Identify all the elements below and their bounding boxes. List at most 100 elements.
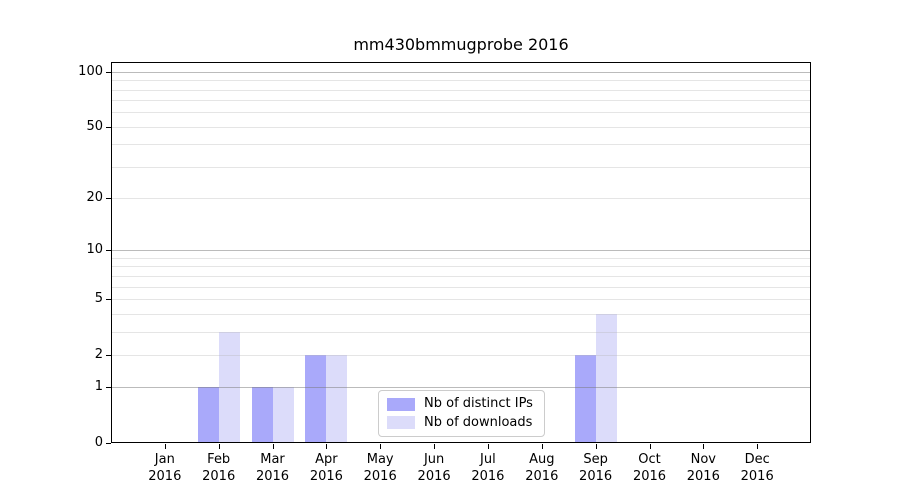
bar-apr-series1 bbox=[326, 354, 348, 443]
month-label: Jun bbox=[423, 452, 445, 467]
year-label: 2016 bbox=[309, 469, 343, 484]
bar-apr-series0 bbox=[305, 354, 327, 443]
major-gridline-10 bbox=[112, 250, 810, 252]
minor-gridline-4 bbox=[112, 313, 810, 315]
legend-label-0: Nb of distinct IPs bbox=[424, 396, 533, 412]
y-tick-label: 100 bbox=[78, 63, 103, 79]
year-label: 2016 bbox=[579, 469, 613, 484]
bar-mar-series1 bbox=[272, 387, 294, 443]
year-label: 2016 bbox=[686, 469, 720, 484]
minor-gridline-6 bbox=[112, 286, 810, 288]
x-tick-label-jun: Jun 2016 bbox=[402, 451, 466, 485]
y-tick-label: 10 bbox=[86, 242, 103, 258]
month-label: May bbox=[366, 452, 394, 467]
y-tick-label: 20 bbox=[86, 190, 103, 206]
legend-swatch-1 bbox=[387, 416, 415, 430]
legend: Nb of distinct IPs Nb of downloads bbox=[378, 390, 545, 437]
x-tick-mark-jul bbox=[487, 444, 489, 449]
x-tick-label-oct: Oct 2016 bbox=[618, 451, 682, 485]
minor-gridline-50 bbox=[112, 126, 810, 128]
year-label: 2016 bbox=[632, 469, 667, 484]
month-label: Jan bbox=[154, 452, 175, 467]
y-tick-mark-100 bbox=[106, 71, 111, 73]
x-tick-mark-nov bbox=[703, 444, 705, 449]
minor-gridline-5 bbox=[112, 298, 810, 300]
x-tick-mark-dec bbox=[757, 444, 759, 449]
year-label: 2016 bbox=[363, 469, 397, 484]
bar-feb-series0 bbox=[197, 387, 219, 443]
x-tick-mark-may bbox=[380, 444, 382, 449]
x-tick-label-dec: Dec 2016 bbox=[725, 451, 789, 485]
x-tick-label-jan: Jan 2016 bbox=[133, 451, 197, 485]
x-tick-mark-apr bbox=[326, 444, 328, 449]
x-tick-mark-mar bbox=[272, 444, 274, 449]
year-label: 2016 bbox=[255, 469, 290, 484]
y-tick-label: 2 bbox=[94, 346, 103, 362]
x-tick-label-apr: Apr 2016 bbox=[294, 451, 358, 485]
minor-gridline-60 bbox=[112, 112, 810, 114]
month-label: Oct bbox=[638, 452, 661, 467]
major-gridline-100 bbox=[112, 71, 810, 73]
x-tick-label-may: May 2016 bbox=[348, 451, 412, 485]
month-label: Sep bbox=[583, 452, 608, 467]
y-tick-label: 0 bbox=[94, 435, 103, 450]
y-tick-mark-1 bbox=[106, 387, 111, 389]
plot-frame bbox=[111, 62, 811, 443]
y-tick-mark-20 bbox=[106, 198, 111, 200]
legend-entry-1: Nb of downloads bbox=[387, 414, 536, 430]
month-label: Aug bbox=[529, 452, 555, 467]
month-label: Apr bbox=[315, 452, 338, 467]
year-label: 2016 bbox=[202, 469, 236, 484]
y-tick-label: 50 bbox=[86, 118, 103, 134]
major-gridline-1 bbox=[112, 387, 810, 389]
minor-gridline-3 bbox=[112, 331, 810, 333]
x-tick-mark-feb bbox=[218, 444, 220, 449]
x-tick-mark-oct bbox=[649, 444, 651, 449]
bar-mar-series0 bbox=[251, 387, 273, 443]
minor-gridline-9 bbox=[112, 257, 810, 259]
legend-entry-0: Nb of distinct IPs bbox=[387, 397, 536, 411]
month-label: Dec bbox=[744, 452, 770, 467]
minor-gridline-90 bbox=[112, 80, 810, 82]
minor-gridline-20 bbox=[112, 198, 810, 200]
legend-swatch-0 bbox=[387, 397, 415, 411]
x-tick-label-sep: Sep 2016 bbox=[564, 451, 628, 485]
y-tick-mark-2 bbox=[106, 354, 111, 356]
minor-gridline-8 bbox=[112, 266, 810, 268]
minor-gridline-80 bbox=[112, 89, 810, 91]
x-tick-mark-aug bbox=[541, 444, 543, 449]
month-label: Jul bbox=[480, 452, 496, 467]
month-label: Feb bbox=[207, 452, 231, 467]
y-tick-mark-10 bbox=[106, 250, 111, 252]
y-tick-mark-5 bbox=[106, 298, 111, 300]
y-tick-label: 1 bbox=[94, 379, 103, 395]
year-label: 2016 bbox=[471, 469, 505, 484]
x-tick-mark-jan bbox=[164, 444, 166, 449]
minor-gridline-30 bbox=[112, 166, 810, 168]
x-tick-label-nov: Nov 2016 bbox=[671, 451, 735, 485]
x-tick-mark-sep bbox=[595, 444, 597, 449]
legend-label-1: Nb of downloads bbox=[424, 414, 533, 430]
minor-gridline-7 bbox=[112, 275, 810, 277]
chart-title: mm430bmmugprobe 2016 bbox=[353, 35, 569, 54]
bar-sep-series1 bbox=[595, 313, 617, 443]
minor-gridline-2 bbox=[112, 354, 810, 356]
minor-gridline-40 bbox=[112, 144, 810, 146]
x-tick-label-aug: Aug 2016 bbox=[510, 451, 574, 485]
x-tick-label-mar: Mar 2016 bbox=[241, 451, 305, 485]
minor-gridline-70 bbox=[112, 100, 810, 102]
year-label: 2016 bbox=[740, 469, 774, 484]
x-tick-label-feb: Feb 2016 bbox=[187, 451, 251, 485]
y-tick-label: 5 bbox=[94, 290, 103, 306]
y-tick-mark-0 bbox=[106, 443, 111, 444]
year-label: 2016 bbox=[417, 469, 451, 484]
x-tick-mark-jun bbox=[434, 444, 436, 449]
bar-sep-series0 bbox=[574, 354, 596, 443]
month-label: Mar bbox=[260, 452, 285, 467]
x-tick-label-jul: Jul 2016 bbox=[456, 451, 520, 485]
y-tick-mark-50 bbox=[106, 126, 111, 128]
year-label: 2016 bbox=[148, 469, 182, 484]
year-label: 2016 bbox=[525, 469, 559, 484]
month-label: Nov bbox=[690, 452, 716, 467]
